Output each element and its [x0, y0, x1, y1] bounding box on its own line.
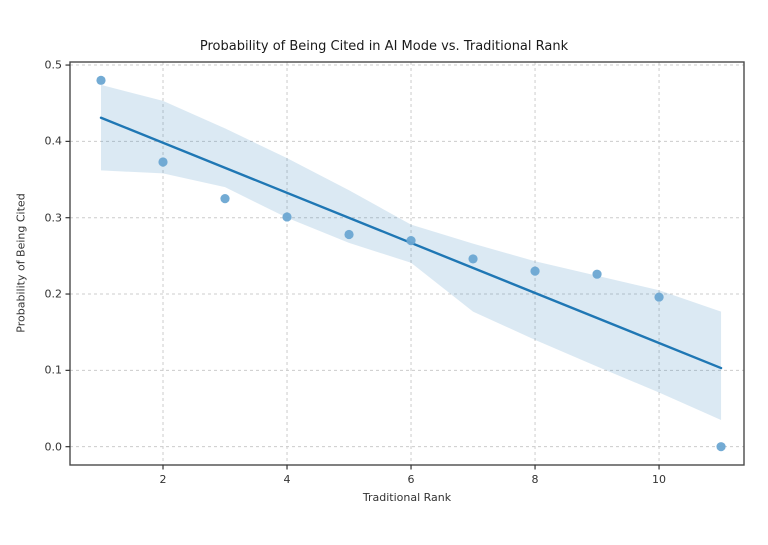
y-tick-label: 0.0 [44, 440, 63, 454]
scatter-point [220, 194, 230, 204]
y-tick-label: 0.5 [44, 58, 63, 72]
y-tick-label: 0.3 [44, 211, 63, 225]
scatter-point [716, 442, 726, 452]
y-tick-label: 0.2 [44, 287, 63, 301]
scatter-point [158, 157, 168, 167]
x-tick-label: 2 [159, 473, 167, 486]
scatter-point [530, 266, 540, 276]
y-tick-label: 0.1 [44, 363, 63, 377]
scatter-point [344, 229, 354, 240]
chart-title: Probability of Being Cited in AI Mode vs… [199, 39, 569, 54]
scatter-point [654, 292, 664, 302]
scatter-point [592, 269, 602, 279]
x-axis-label: Traditional Rank [362, 491, 452, 504]
scatter-point [406, 236, 416, 246]
scatter-point [96, 75, 106, 85]
x-tick-label: 10 [652, 473, 667, 486]
y-axis-label: Probability of Being Cited [14, 193, 28, 333]
scatter-point [468, 254, 478, 264]
y-tick-label: 0.4 [44, 134, 63, 148]
x-tick-label: 8 [531, 473, 539, 486]
x-tick-label: 4 [283, 473, 291, 486]
confidence-band [101, 84, 722, 420]
x-tick-label: 6 [407, 473, 415, 486]
scatter-point [282, 212, 292, 222]
axes-box [69, 61, 745, 466]
